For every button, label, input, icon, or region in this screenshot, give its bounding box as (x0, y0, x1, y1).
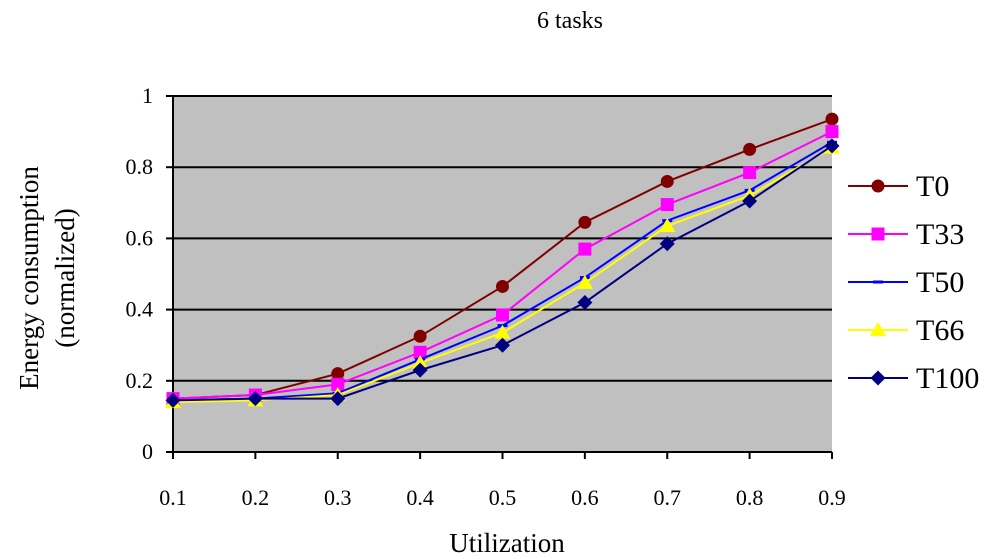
legend: T0 T33 T50 T66 T100 (848, 170, 979, 395)
point-T100-2 (330, 391, 346, 407)
y-axis-title-line-1: Energy consumption (14, 166, 44, 390)
legend-marker-T33 (871, 227, 885, 241)
point-T33-4 (496, 308, 509, 322)
series-T100 (165, 138, 840, 408)
point-T100-6 (659, 236, 675, 252)
point-T0-3 (413, 329, 427, 343)
point-T33-8 (825, 125, 839, 139)
legend-marker-T0 (871, 179, 885, 193)
x-tick-label-3: 0.4 (406, 485, 434, 510)
x-tick-label-0: 0.1 (159, 485, 187, 510)
point-T33-3 (413, 345, 427, 359)
point-T100-1 (247, 391, 263, 407)
x-tick-label-2: 0.3 (324, 485, 352, 510)
y-tick-label-0: 0 (142, 439, 153, 464)
x-tick-label-7: 0.8 (736, 485, 764, 510)
legend-item-T50: T50 (848, 266, 964, 299)
y-axis-title: Energy consumption (normalized) (14, 166, 80, 390)
point-T0-7 (743, 142, 757, 156)
x-tick-label-1: 0.2 (242, 485, 270, 510)
point-T0-8 (825, 112, 839, 126)
legend-item-T66: T66 (848, 314, 964, 347)
plot-background (173, 96, 832, 452)
point-T66-3 (412, 355, 429, 369)
y-axis-title-line-2: (normalized) (50, 208, 80, 347)
y-tick-label-4: 0.8 (126, 154, 154, 179)
point-T66-4 (494, 324, 511, 339)
legend-label-T100: T100 (916, 362, 979, 395)
point-T100-4 (495, 337, 510, 353)
y-tick-label-5: 1 (142, 83, 153, 108)
point-T0-5 (578, 215, 592, 229)
point-T0-2 (331, 367, 345, 381)
point-T33-2 (331, 377, 345, 391)
legend-label-T50: T50 (916, 266, 964, 299)
point-T66-5 (576, 274, 593, 289)
legend-item-T33: T33 (848, 218, 964, 251)
legend-marker-T50 (873, 280, 883, 284)
point-T66-6 (659, 217, 676, 232)
point-T100-8 (824, 138, 840, 154)
legend-label-T0: T0 (916, 170, 949, 203)
x-tick-label-5: 0.6 (571, 485, 599, 510)
point-T33-5 (578, 242, 592, 256)
point-T0-6 (660, 174, 674, 188)
y-tick-label-2: 0.4 (126, 297, 154, 322)
y-tick-label-1: 0.2 (126, 368, 154, 393)
legend-item-T0: T0 (848, 170, 949, 203)
point-T100-5 (577, 294, 593, 310)
point-T100-3 (412, 362, 428, 378)
legend-label-T33: T33 (916, 218, 964, 251)
point-T0-4 (496, 279, 509, 293)
point-T33-7 (743, 166, 757, 180)
legend-item-T100: T100 (848, 362, 979, 395)
plot-area: 0 0.2 0.4 0.6 0.8 1 0.1 0.2 0.3 0.4 0.5 0.6 0.7 0.8 0.… (126, 83, 846, 510)
chart-title: 6 tasks (537, 8, 603, 34)
y-tick-label-3: 0.6 (126, 225, 154, 250)
point-T33-6 (660, 198, 674, 212)
x-tick-label-8: 0.9 (818, 485, 846, 510)
point-T100-0 (165, 392, 181, 408)
legend-label-T66: T66 (916, 314, 964, 347)
x-tick-label-4: 0.5 (489, 485, 517, 510)
x-axis-title: Utilization (449, 528, 565, 558)
legend-marker-T66 (870, 322, 886, 336)
x-tick-label-6: 0.7 (654, 485, 682, 510)
point-T100-7 (742, 193, 758, 209)
legend-marker-T100 (870, 370, 886, 386)
